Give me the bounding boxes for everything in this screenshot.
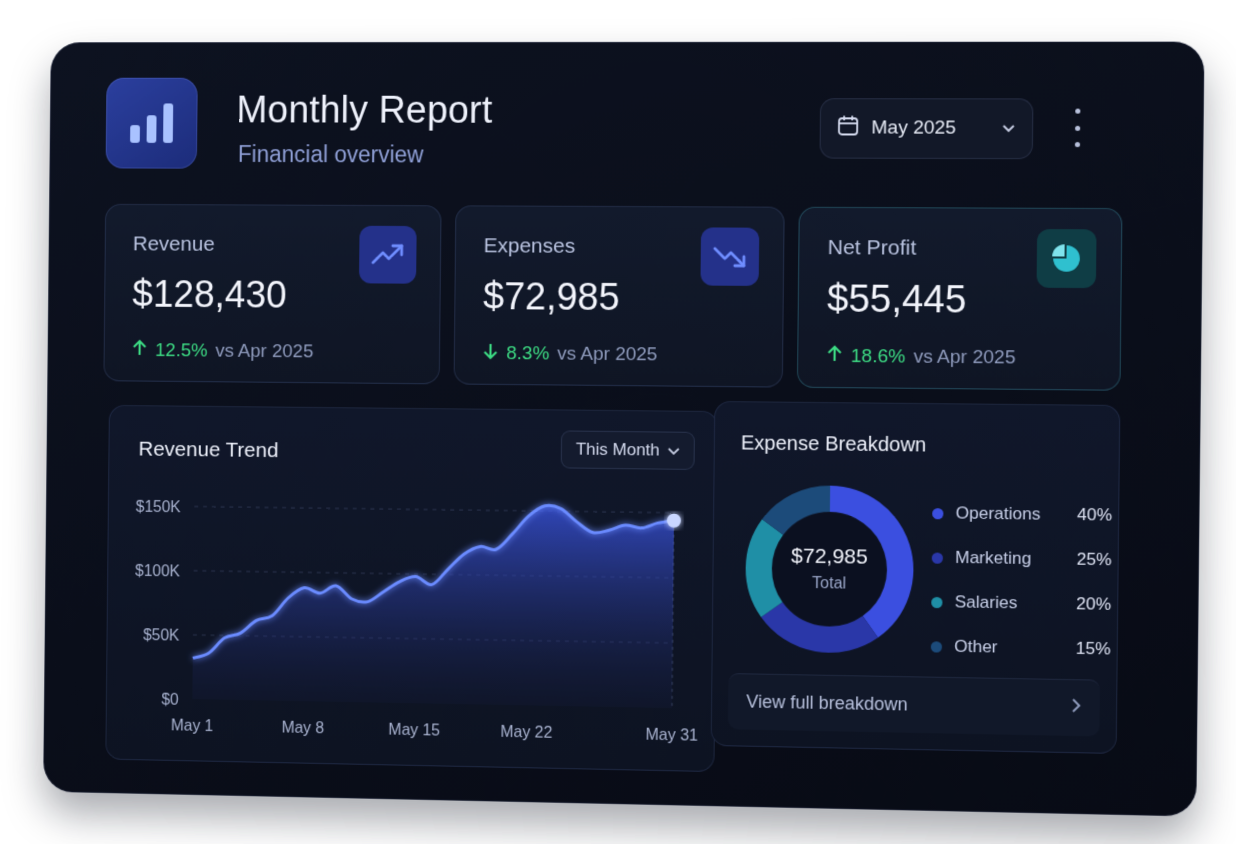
legend-label: Marketing [955,548,1077,570]
dashboard-window: Monthly Report Financial overview May 20… [43,42,1204,817]
y-tick-label: $0 [161,691,179,708]
y-tick-label: $100K [135,563,180,581]
kpi-change: 8.3% vs Apr 2025 [482,342,657,367]
x-tick-label: May 15 [388,722,440,740]
legend-label: Other [954,637,1076,659]
kpi-title: Net Profit [828,236,917,261]
trending-down-icon [700,227,759,286]
legend-swatch [932,508,943,519]
legend-label: Operations [956,503,1078,525]
breakdown-title: Expense Breakdown [741,432,927,457]
arrow-up-icon [132,339,148,363]
page-subtitle: Financial overview [238,141,424,168]
bar-chart-logo-icon [106,78,198,169]
kpi-change-percent: 18.6% [851,346,906,369]
revenue-trend-card: Revenue Trend This Month $0 $50K $100K $150… [105,405,718,772]
trending-up-icon [359,226,417,284]
period-select[interactable]: May 2025 [819,98,1033,159]
x-tick-label: May 1 [171,717,214,735]
kpi-value: $55,445 [827,278,967,322]
kpi-card-expenses: Expenses $72,985 8.3% vs Apr 2025 [454,205,785,387]
legend-percent: 20% [1076,594,1111,615]
legend-swatch [931,641,942,652]
legend-item-other: Other 15% [931,624,1111,672]
more-options-icon[interactable] [1070,109,1085,148]
kpi-compare: vs Apr 2025 [557,344,657,367]
legend-percent: 15% [1076,639,1111,660]
legend-swatch [932,552,943,563]
kpi-compare: vs Apr 2025 [215,341,313,364]
footer-label: View full breakdown [746,691,908,715]
kpi-value: $128,430 [132,274,287,318]
legend-item-operations: Operations 40% [932,491,1112,538]
pie-chart-icon [1037,229,1097,288]
expense-breakdown-card: Expense Breakdown $72,985 Total Operatio… [711,401,1121,754]
y-gridline [194,507,674,513]
kpi-change-percent: 12.5% [155,340,208,362]
legend-swatch [931,596,942,607]
kpi-card-revenue: Revenue $128,430 12.5% vs Apr 2025 [103,204,441,384]
kpi-change-percent: 8.3% [506,343,549,365]
kpi-card-net-profit: Net Profit $55,445 18.6% vs Apr 2025 [797,207,1123,391]
page-title: Monthly Report [236,90,493,133]
arrow-down-icon [482,342,498,366]
breakdown-legend: Operations 40% Marketing 25% Salaries 20% Othe… [931,491,1113,672]
calendar-icon [837,114,860,142]
legend-label: Salaries [955,592,1077,614]
donut-total-label: Total [812,575,846,594]
kpi-title: Revenue [133,233,215,257]
kpi-change: 18.6% vs Apr 2025 [826,345,1015,371]
donut-center: $72,985 Total [743,483,917,657]
arrow-up-icon [826,345,842,369]
kpi-title: Expenses [484,234,576,258]
kpi-compare: vs Apr 2025 [913,346,1015,369]
period-label: May 2025 [871,117,989,139]
kpi-change: 12.5% vs Apr 2025 [132,339,314,364]
y-tick-label: $50K [143,627,180,645]
y-tick-label: $150K [136,499,181,517]
x-tick-label: May 31 [645,727,698,745]
chevron-down-icon [1001,118,1016,140]
legend-item-marketing: Marketing 25% [932,535,1112,582]
legend-percent: 25% [1077,549,1112,570]
legend-item-salaries: Salaries 20% [931,580,1111,627]
donut-total-value: $72,985 [791,544,868,569]
view-full-breakdown-link[interactable]: View full breakdown [728,673,1100,736]
revenue-area-chart: $0 $50K $100K $150K May 1 May 8 May 15 May 22 Ma… [106,406,719,773]
legend-percent: 40% [1077,505,1112,526]
chevron-right-icon [1071,697,1081,718]
kpi-value: $72,985 [483,276,620,320]
x-tick-label: May 22 [500,724,552,742]
x-tick-label: May 8 [281,719,324,737]
